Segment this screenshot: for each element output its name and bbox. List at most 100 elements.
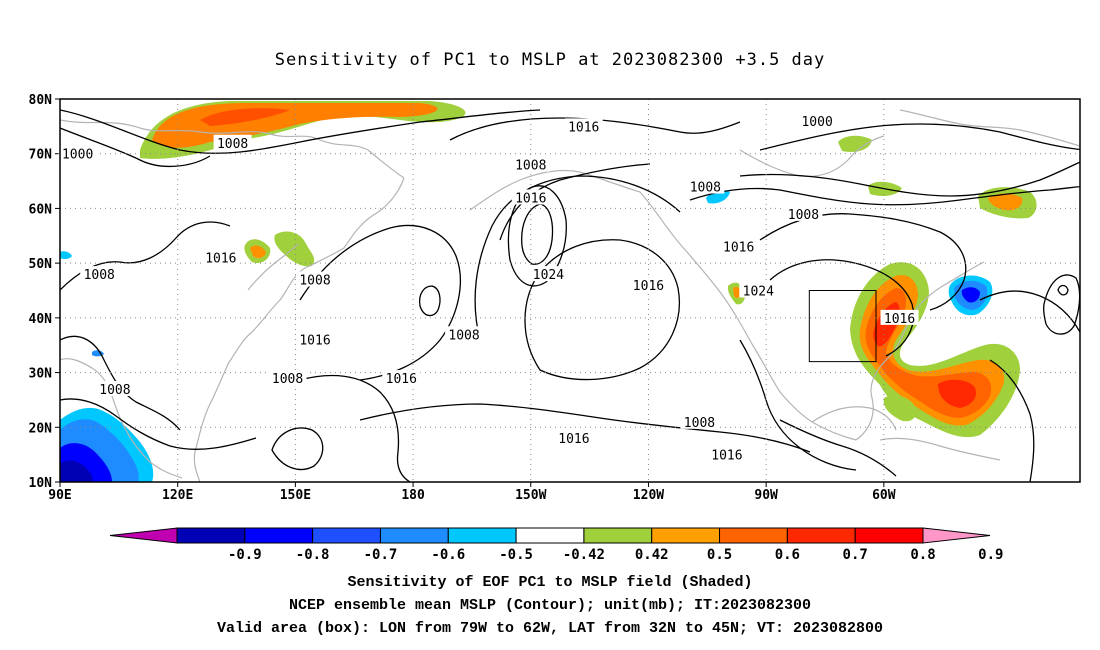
sensitivity-map: 1000 1008 1016 1008 1008 1000 1008 1016 1008 1016… (29, 93, 1081, 563)
lat-label: 30N (29, 367, 53, 382)
contour-small-low (271, 427, 324, 471)
colorbar-label: 0.9 (978, 547, 1003, 563)
caption-shading: Sensitivity of EOF PC1 to MSLP field (Sh… (347, 574, 753, 591)
contour-label-bg (739, 282, 778, 298)
colorbar-box (583, 527, 653, 544)
colorbar-box (719, 527, 788, 544)
lat-label: 80N (29, 93, 53, 108)
coast-asia-north (60, 119, 405, 179)
lat-label: 10N (29, 476, 53, 491)
contour-1016-carib (779, 419, 897, 477)
lon-label: 90E (48, 488, 71, 503)
contour-1016-subtropical (359, 403, 811, 453)
contour-1024-high (524, 239, 680, 381)
contour-label: 1016 (205, 252, 236, 267)
contour-label: 1016 (568, 120, 599, 135)
contour-label-bg (296, 271, 334, 287)
contour-label-bg (268, 370, 307, 386)
map-title: Sensitivity of PC1 to MSLP at 2023082300… (274, 50, 826, 70)
contour-label: 1024 (743, 285, 774, 300)
sensitivity-shading (60, 101, 1037, 482)
contour-atl-small (1057, 284, 1069, 296)
caption-valid-area: Valid area (box): LON from 79W to 62W, L… (216, 620, 884, 637)
coast-caribbean (879, 437, 1001, 461)
lat-label: 50N (29, 257, 53, 272)
colorbar-box (447, 527, 517, 544)
coast-na-east (855, 261, 985, 441)
contour-label: 1016 (884, 312, 915, 327)
coast-alaska (469, 169, 641, 211)
contour-label-bg (95, 380, 134, 396)
shade-florida-green (883, 395, 917, 422)
colorbar-box (515, 527, 585, 544)
contour-label-bg (529, 266, 568, 282)
colorbar-label: 0.6 (775, 547, 800, 563)
contour-label-bg (798, 112, 837, 128)
contour-1016-atl (979, 290, 1080, 333)
contour-1008-north (60, 109, 541, 154)
lon-label: 90W (754, 488, 778, 503)
contour-small-high (418, 285, 441, 317)
lat-label: 20N (29, 421, 53, 436)
colorbar-box (244, 527, 314, 544)
latitude-labels: 80N 70N 60N 50N 40N 30N 20N 10N (29, 93, 53, 491)
colorbar (109, 527, 991, 544)
colorbar-box (854, 527, 924, 544)
contour-label-bg (296, 331, 334, 347)
lat-label: 70N (29, 148, 53, 163)
mslp-contours (60, 109, 1080, 482)
contour-label-bg (629, 277, 668, 293)
colorbar-box (176, 527, 246, 544)
contour-label-bg (201, 249, 240, 265)
shade-small-cyan-1 (60, 251, 72, 260)
lon-label: 120E (162, 488, 193, 503)
contour-1008-mex (739, 339, 857, 471)
coastlines (60, 109, 1080, 482)
contour-1016-na (689, 185, 1080, 206)
contour-labels: 1000 1008 1016 1008 1008 1000 1008 1016 1008 1016… (58, 112, 919, 464)
contour-label: 1016 (633, 279, 664, 294)
contour-label-bg (680, 413, 719, 429)
contour-label-bg (511, 156, 550, 172)
colorbar-label: -0.42 (563, 547, 605, 563)
contour-1008-mid (299, 374, 411, 482)
colorbar-label: -0.7 (364, 547, 398, 563)
lon-label: 120W (633, 488, 664, 503)
coast-asia-east (193, 177, 405, 482)
shade-atlantic-red (938, 379, 977, 408)
contour-label: 1016 (386, 372, 417, 387)
colorbar-label: 0.8 (910, 547, 935, 563)
contour-label: 1008 (515, 159, 546, 174)
colorbar-end-high (922, 527, 991, 544)
contour-label-bg (511, 189, 550, 205)
shade-arctic-red (200, 108, 290, 126)
colorbar-box (786, 527, 856, 544)
contour-label: 1016 (515, 191, 546, 206)
contour-label-bg (80, 266, 119, 282)
shade-ns-blue (961, 287, 980, 303)
contour-label: 1008 (84, 268, 115, 283)
contour-label-bg (784, 205, 823, 221)
contour-label-bg (213, 134, 252, 150)
contour-label: 1008 (690, 181, 721, 196)
contour-1016-westpac (299, 224, 462, 381)
contour-label: 1008 (272, 372, 303, 387)
lon-label: 150E (280, 488, 311, 503)
coast-gulf (811, 406, 897, 431)
contour-label-bg (564, 118, 603, 134)
shade-arcticcanada-green-1 (838, 135, 872, 152)
shade-bengal-darkblue (60, 460, 93, 482)
colorbar-label: -0.6 (431, 547, 465, 563)
contour-label: 1000 (62, 148, 93, 163)
shade-japan-orange (250, 245, 266, 259)
contour-label-bg (382, 370, 421, 386)
contour-label: 1016 (299, 334, 330, 349)
contour-low-aleutian-inner (521, 203, 554, 265)
contour-label-bg (554, 430, 593, 446)
colorbar-label: 0.42 (635, 547, 669, 563)
lat-label: 40N (29, 312, 53, 327)
coast-japan (247, 243, 299, 291)
contour-1008-na (739, 161, 1080, 197)
colorbar-end-low (109, 527, 178, 544)
contour-atl-high (1042, 274, 1080, 335)
